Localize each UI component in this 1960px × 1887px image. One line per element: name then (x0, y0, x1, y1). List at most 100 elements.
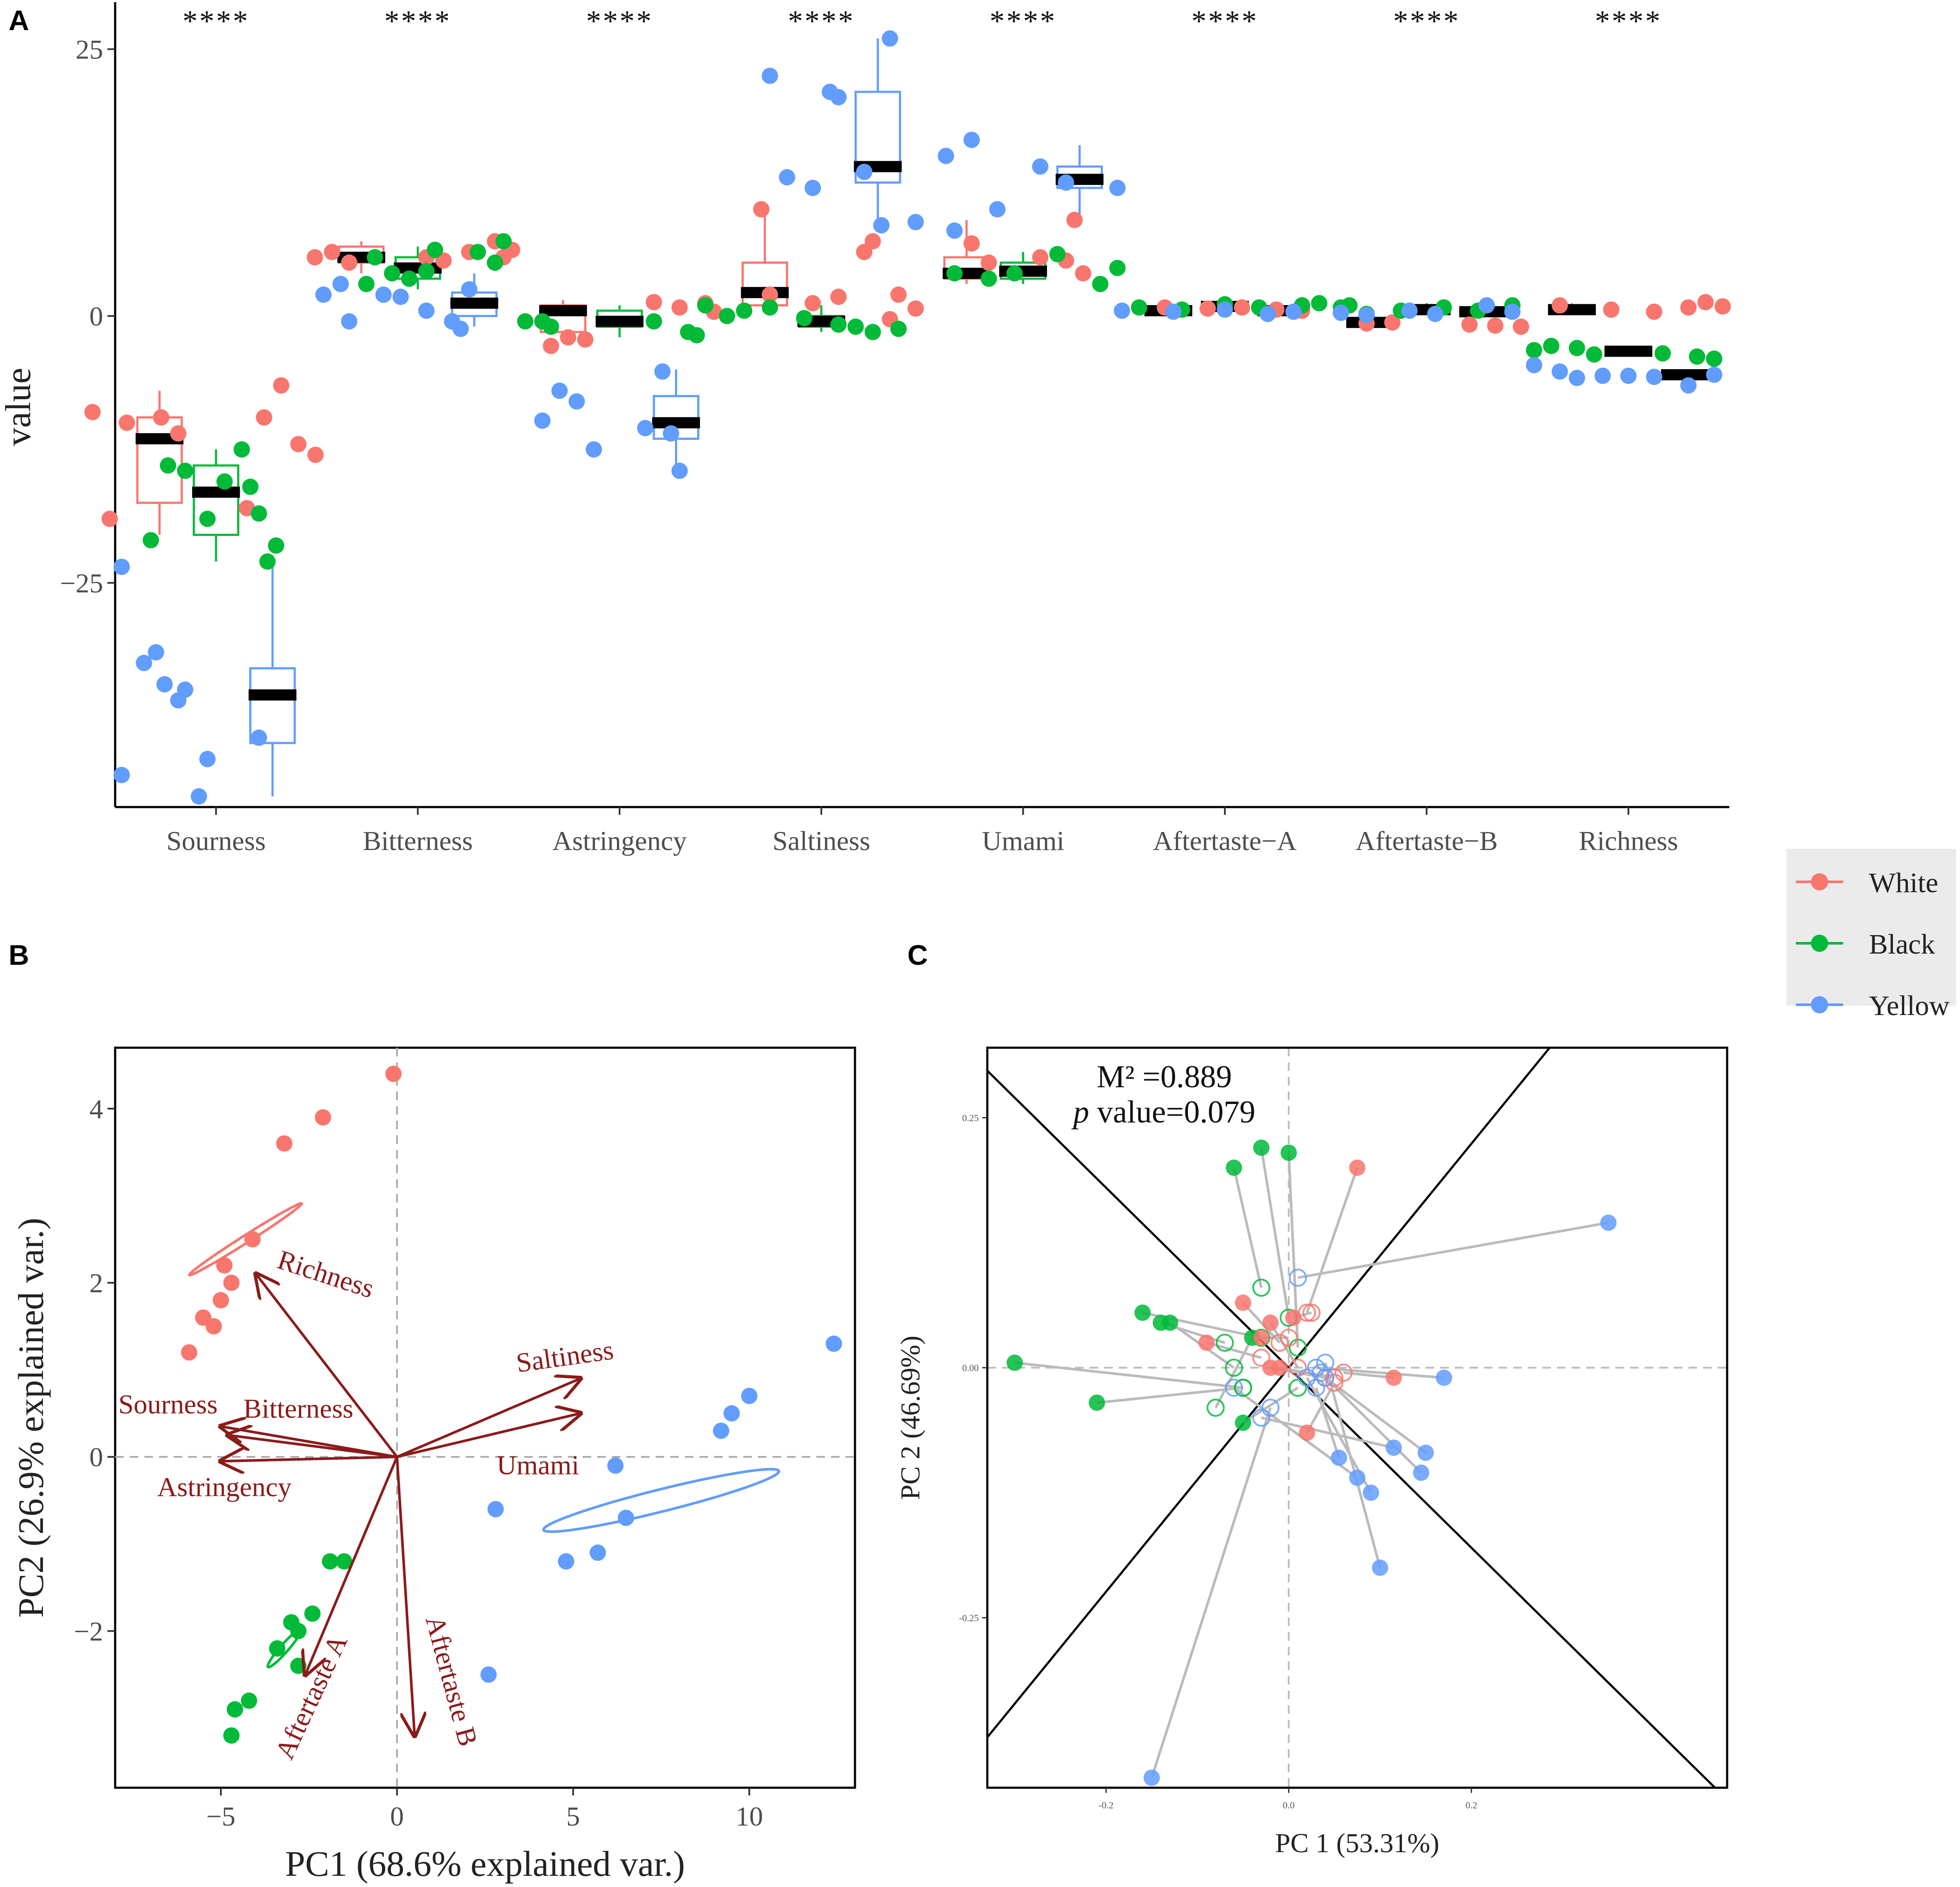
data-point-white (671, 299, 688, 316)
data-point-white (907, 300, 924, 317)
data-point-white (645, 294, 662, 311)
data-point-yellow (392, 288, 409, 305)
data-point-black (1543, 337, 1560, 354)
data-point-yellow (558, 1553, 574, 1570)
data-point-yellow (177, 681, 193, 698)
filled-point-black (1253, 1139, 1270, 1156)
data-point-black (847, 318, 864, 335)
open-point-yellow (1225, 1379, 1243, 1397)
x-tick-label-sourness: Sourness (166, 826, 266, 856)
x-axis-title: PC1 (68.6% explained var.) (285, 1844, 685, 1884)
data-point-yellow (551, 382, 568, 399)
data-point-black (143, 532, 159, 548)
legend-item-yellow: Yellow (1796, 990, 1950, 1021)
filled-point-black (1089, 1395, 1105, 1411)
data-point-white (1487, 317, 1504, 334)
filled-point-yellow (1372, 1560, 1389, 1576)
filled-point-yellow (1435, 1369, 1452, 1386)
data-point-white (543, 337, 559, 354)
legend-label: Yellow (1869, 990, 1950, 1021)
procrustes-connector (1214, 1337, 1254, 1409)
procrustes-connector (1298, 1221, 1609, 1279)
data-point-yellow (1478, 297, 1495, 314)
loading-label-richness: Richness (274, 1244, 378, 1304)
open-point-white (1288, 1358, 1307, 1377)
x-tick-label-aftertaste-a: Aftertaste−A (1153, 826, 1297, 856)
procrustes-connector (1306, 1167, 1359, 1313)
filled-point-black (1162, 1314, 1178, 1331)
open-point-white (1325, 1373, 1343, 1392)
data-point-white (385, 1065, 402, 1082)
filled-point-yellow (1386, 1439, 1402, 1456)
significance-label: **** (384, 5, 451, 38)
data-point-black (890, 321, 907, 337)
data-point-black (1131, 299, 1148, 316)
data-point-yellow (1646, 368, 1663, 385)
significance-label: **** (1393, 5, 1460, 38)
legend-label: White (1869, 867, 1938, 899)
y-tick-label: 0 (89, 301, 103, 331)
data-point-black (269, 1640, 286, 1657)
data-point-yellow (1216, 301, 1233, 318)
data-point-black (177, 462, 193, 479)
data-point-yellow (341, 313, 357, 330)
panel-c-plot-area (987, 1048, 1727, 1788)
loading-label-umami: Umami (497, 1450, 579, 1480)
data-point-black (645, 313, 662, 330)
data-point-yellow (830, 89, 847, 106)
x-tick-label: 0.0 (1283, 1800, 1295, 1811)
box-bitterness-yellow (450, 273, 498, 327)
open-point-black (1206, 1398, 1225, 1417)
data-point-yellow (461, 281, 478, 298)
procrustes-p-value-label: p value=0.079 (1071, 1095, 1255, 1130)
data-point-yellow (113, 559, 130, 575)
data-point-white (314, 1109, 331, 1126)
data-point-white (830, 288, 847, 305)
data-point-black (1109, 260, 1126, 276)
panel-a: A 25 0 −25 value Sourness **** Bitterness **** As… (0, 2, 1731, 856)
data-point-yellow (741, 1388, 757, 1404)
data-point-white (864, 233, 881, 250)
data-point-black (1049, 246, 1066, 263)
data-point-yellow (937, 147, 954, 164)
data-point-yellow (607, 1457, 624, 1474)
data-point-black (290, 1658, 307, 1674)
data-point-white (1200, 300, 1216, 317)
y-tick-label: 4 (89, 1094, 103, 1124)
procrustes-connector (1014, 1361, 1243, 1389)
x-tick-label: -0.2 (1099, 1800, 1114, 1811)
data-point-yellow (480, 1666, 497, 1683)
x-tick-label: 0.2 (1465, 1800, 1478, 1811)
data-point-white (1032, 249, 1049, 266)
data-point-black (223, 1727, 240, 1744)
procrustes-connector (1242, 1386, 1299, 1424)
data-point-yellow (418, 302, 435, 319)
procrustes-connector (1306, 1382, 1336, 1434)
open-point-black (1234, 1379, 1252, 1397)
legend-key-dot (1811, 935, 1828, 952)
procrustes-connector (1233, 1167, 1263, 1288)
data-point-white (256, 409, 272, 426)
data-point-white (753, 201, 769, 217)
open-point-yellow (1298, 1368, 1316, 1387)
data-point-yellow (662, 425, 679, 442)
legend-item-white: White (1796, 867, 1938, 899)
procrustes-axis-line (987, 1070, 1717, 1788)
data-point-yellow (487, 1501, 504, 1517)
data-point-black (199, 511, 216, 527)
filled-point-yellow (1349, 1469, 1365, 1486)
data-point-yellow (1285, 303, 1302, 320)
data-point-white (101, 511, 118, 527)
data-point-yellow (136, 654, 153, 671)
panel-label-c: C (907, 939, 928, 971)
ellipse-black (266, 1628, 302, 1669)
data-point-white (216, 1257, 233, 1274)
open-point-yellow (1316, 1368, 1334, 1387)
data-point-white (324, 244, 340, 260)
data-point-white (1233, 299, 1250, 316)
loading-arrow-astringency (221, 1457, 397, 1461)
open-point-white (1334, 1364, 1353, 1382)
open-point-white (1302, 1303, 1321, 1322)
data-point-white (890, 286, 907, 303)
filled-point-black (1235, 1414, 1252, 1431)
